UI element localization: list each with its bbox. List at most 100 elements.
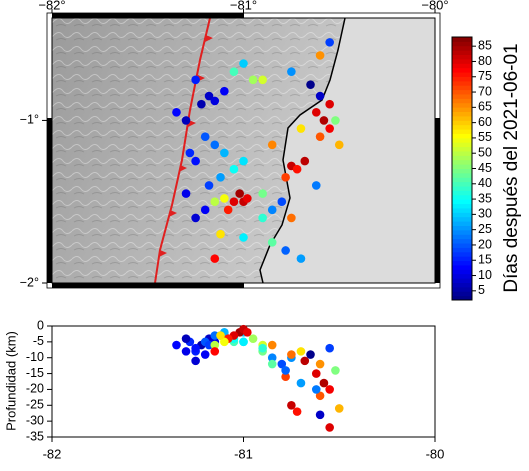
colorbar-swatch [452, 93, 472, 99]
map-event [243, 194, 252, 203]
map-event [220, 86, 229, 96]
colorbar-swatch [452, 247, 472, 253]
depth-event [315, 410, 325, 420]
colorbar-swatch [452, 80, 472, 86]
colorbar-label: Días después del 2021-06-01 [501, 43, 522, 292]
depth-event [216, 331, 225, 340]
colorbar-swatch [452, 37, 472, 42]
depth-event [181, 347, 191, 356]
depth-event [325, 423, 334, 432]
depth-event [315, 359, 325, 369]
map-event [311, 107, 321, 117]
colorbar-swatch [452, 54, 472, 60]
colorbar-swatch [452, 291, 472, 297]
y-tick-label: 0 [37, 318, 44, 332]
colorbar-tick-label: 5 [478, 283, 485, 297]
colorbar-tick-label: 50 [478, 146, 492, 160]
depth-event [325, 343, 334, 353]
depth-event [281, 366, 290, 375]
map-event [281, 246, 290, 255]
y-tick-label: -20 [26, 382, 44, 396]
depth-event [277, 359, 287, 369]
colorbar-swatch [452, 164, 472, 169]
y-tick-label: -35 [26, 429, 44, 443]
colorbar-tick-label: 15 [478, 253, 492, 267]
depth-event [200, 350, 210, 359]
colorbar-swatch [452, 282, 472, 288]
map-event [191, 156, 200, 166]
depth-event [296, 378, 306, 388]
x-tick-label: −80° [421, 0, 448, 12]
colorbar-swatch [452, 63, 472, 69]
map-event [292, 164, 302, 174]
colorbar-swatch [452, 216, 472, 222]
map-event [311, 181, 321, 190]
map-event [216, 229, 225, 239]
map-event [248, 75, 258, 85]
colorbar-swatch [452, 260, 472, 266]
map-event [223, 205, 233, 215]
colorbar-tick-label: 60 [478, 115, 492, 129]
colorbar-swatch [452, 251, 472, 257]
map-event [210, 254, 220, 263]
colorbar-swatch [452, 146, 472, 152]
colorbar-swatch [452, 58, 472, 64]
depth-event [210, 340, 220, 350]
depth-event [334, 404, 344, 413]
colorbar-swatch [452, 98, 472, 104]
map-event [191, 75, 200, 85]
colorbar-swatch [452, 150, 472, 156]
map-event [191, 213, 200, 223]
depth-event [220, 337, 229, 347]
colorbar-tick-label: 85 [478, 38, 492, 52]
depth-event [239, 337, 248, 347]
colorbar-swatch [452, 199, 472, 205]
map-event [258, 189, 267, 198]
depth-event [287, 400, 296, 410]
depth-event [258, 343, 267, 353]
x-tick-label: -81 [234, 446, 253, 461]
depth-event [331, 366, 340, 375]
map-event [306, 80, 315, 89]
map-event [287, 67, 296, 76]
colorbar-swatch [452, 190, 472, 196]
colorbar-tick-label: 75 [478, 69, 492, 83]
colorbar-swatch [452, 107, 472, 113]
map-event [200, 132, 210, 141]
map-event [319, 116, 329, 125]
colorbar-tick-label: 35 [478, 191, 492, 205]
depth-event [306, 350, 315, 359]
map-event [325, 99, 334, 109]
colorbar-tick-label: 45 [478, 161, 492, 175]
colorbar-tick-label: 10 [478, 268, 492, 282]
map-event [334, 140, 344, 150]
colorbar-swatch [452, 45, 472, 51]
depth-event [319, 378, 329, 388]
map-event [258, 213, 267, 223]
colorbar-swatch [452, 159, 472, 165]
y-tick-label: -5 [33, 334, 44, 348]
colorbar-swatch [452, 129, 472, 134]
colorbar-tick-label: 65 [478, 100, 492, 114]
map-event [277, 197, 287, 207]
map-event [267, 238, 277, 247]
map-event [315, 51, 325, 60]
map-event [315, 132, 325, 141]
map-event [204, 181, 214, 190]
map-event [267, 140, 277, 150]
colorbar-swatch [452, 295, 472, 301]
colorbar-swatch [452, 229, 472, 235]
depth-event [315, 391, 325, 401]
depth-event [191, 356, 200, 366]
depth-event [300, 356, 310, 366]
map-event [229, 197, 239, 207]
x-tick-label: -80 [426, 446, 445, 461]
map-event [229, 67, 239, 76]
colorbar-swatch [452, 120, 472, 126]
map-background [52, 17, 435, 284]
colorbar-swatch [452, 89, 472, 95]
colorbar-swatch [452, 85, 472, 91]
colorbar-swatch [452, 256, 472, 262]
depth-event [210, 347, 220, 356]
colorbar-swatch [452, 155, 472, 161]
